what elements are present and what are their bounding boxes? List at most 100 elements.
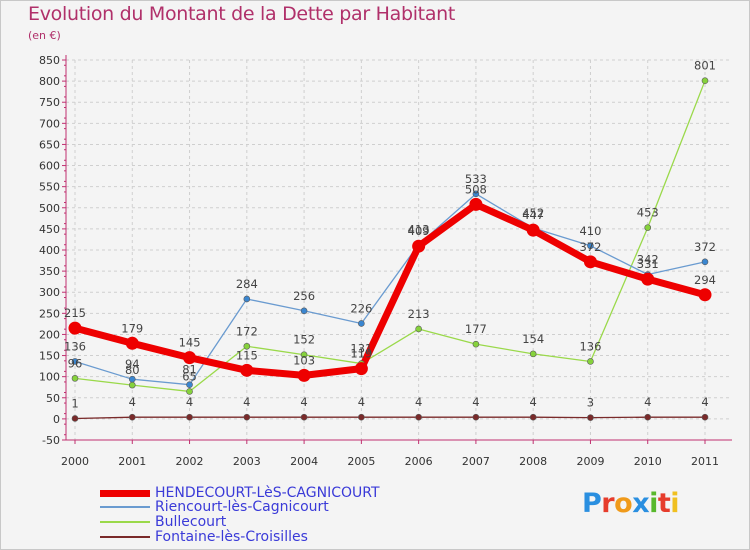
series-points [68, 77, 712, 422]
data-label: 413 [408, 223, 430, 237]
data-label: 81 [182, 363, 197, 377]
data-point [128, 413, 136, 421]
data-label: 119 [350, 347, 372, 361]
data-label: 4 [300, 395, 307, 409]
data-label: 508 [465, 182, 487, 196]
data-label: 256 [293, 289, 315, 303]
legend-label: Fontaine-lès-Croisilles [155, 529, 308, 545]
series-line-2 [74, 80, 706, 393]
data-labels: 215 179 145 115 103 119 409 508 447 372 331 294 136 9… [64, 59, 716, 411]
data-point [698, 288, 712, 302]
y-tick-label: 50 [46, 392, 60, 405]
data-label: 342 [637, 252, 659, 266]
data-label: 213 [408, 307, 430, 321]
y-tick-label: 400 [39, 244, 60, 257]
data-point [587, 414, 594, 421]
data-point [587, 358, 594, 365]
data-label: 294 [694, 273, 716, 287]
logo-letter: i [670, 488, 680, 519]
x-tick-label: 2003 [233, 455, 261, 468]
data-point [526, 223, 540, 237]
chart-unit: (en €) [28, 29, 61, 42]
data-point [68, 321, 82, 335]
data-label: 145 [179, 336, 201, 350]
data-label: 4 [701, 395, 708, 409]
data-label: 96 [68, 356, 83, 370]
x-tick-label: 2001 [118, 455, 146, 468]
data-label: 452 [522, 206, 544, 220]
data-label: 136 [579, 339, 601, 353]
x-tick-label: 2002 [176, 455, 204, 468]
data-label: 372 [694, 240, 716, 254]
data-label: 131 [350, 342, 372, 356]
data-point [701, 258, 709, 266]
data-label: 136 [64, 339, 86, 353]
x-tick-label: 2006 [405, 455, 433, 468]
x-tick-label: 2007 [462, 455, 490, 468]
data-point [128, 375, 136, 383]
data-point [243, 295, 251, 303]
data-point [128, 381, 136, 389]
y-tick-label: 0 [53, 413, 60, 426]
x-tick-label: 2000 [61, 455, 89, 468]
data-point [644, 413, 652, 421]
logo-letter: t [657, 488, 671, 519]
data-point [529, 413, 537, 421]
data-label: 3 [587, 396, 594, 410]
data-label: 331 [637, 257, 659, 271]
x-tick-label: 2005 [347, 455, 375, 468]
x-tick-label: 2009 [576, 455, 604, 468]
data-label: 115 [236, 348, 258, 362]
data-label: 179 [121, 321, 143, 335]
gridlines [66, 59, 732, 441]
y-tick-label: 650 [39, 138, 60, 151]
y-tick-label: 750 [39, 96, 60, 109]
data-point [701, 77, 709, 84]
data-point [415, 325, 422, 333]
data-point [701, 413, 709, 421]
logo-letter: x [632, 488, 650, 519]
data-point [358, 320, 365, 327]
data-label: 409 [408, 224, 430, 238]
legend-label: Riencourt-lès-Cagnicourt [155, 499, 329, 515]
y-tick-label: 300 [39, 286, 60, 299]
y-tick-label: 700 [39, 117, 60, 130]
data-point [186, 413, 193, 421]
data-label: 103 [293, 353, 315, 367]
data-point [71, 375, 79, 382]
x-tick-label: 2004 [290, 455, 318, 468]
y-tick-label: 800 [39, 75, 60, 88]
data-label: 447 [522, 208, 544, 222]
data-label: 152 [293, 333, 315, 347]
y-tick-label: 200 [39, 328, 60, 341]
data-label: 94 [125, 357, 140, 371]
data-point [297, 368, 311, 382]
x-tick-label: 2011 [691, 455, 719, 468]
data-point [415, 413, 422, 421]
data-point [472, 340, 480, 348]
data-point [358, 413, 365, 421]
y-tick-label: 100 [39, 371, 60, 384]
y-tick-label: 450 [39, 223, 60, 236]
x-tick-label: 2008 [519, 455, 547, 468]
series-line-0 [71, 200, 709, 379]
data-point [243, 342, 251, 350]
data-point [472, 190, 480, 198]
data-point [300, 307, 308, 315]
data-point [243, 413, 251, 421]
data-point [300, 413, 308, 421]
data-point [183, 351, 197, 365]
data-label: 1 [71, 396, 78, 410]
data-label: 4 [129, 395, 136, 409]
logo-letter: r [601, 488, 615, 519]
logo-letter: o [614, 488, 633, 519]
data-point [644, 224, 652, 231]
axes: -50 0 50 100 150 200 250 300 350 400 450 500 550 600 6… [39, 54, 732, 468]
series-line-1 [74, 193, 706, 386]
y-tick-label: 150 [39, 350, 60, 363]
legend-swatch [100, 506, 150, 508]
legend-label: HENDECOURT-LèS-CAGNICOURT [155, 485, 380, 501]
data-label: 215 [64, 306, 86, 320]
data-point [641, 272, 655, 286]
